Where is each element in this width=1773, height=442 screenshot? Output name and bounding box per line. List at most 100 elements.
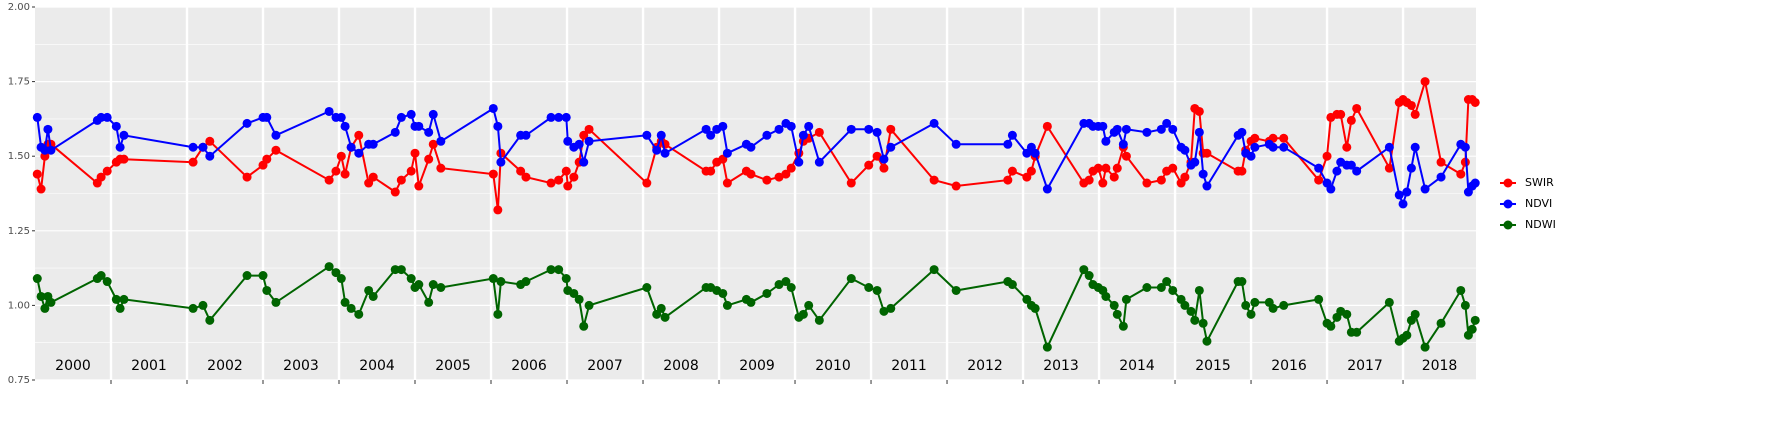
point xyxy=(1326,184,1336,194)
point xyxy=(1121,294,1131,304)
point xyxy=(781,277,791,287)
point xyxy=(584,124,594,134)
point xyxy=(929,118,939,128)
point xyxy=(706,166,716,176)
point xyxy=(340,297,350,307)
point xyxy=(1112,163,1122,173)
point xyxy=(521,130,531,140)
point xyxy=(846,178,856,188)
point xyxy=(814,127,824,137)
point xyxy=(1467,324,1477,334)
point xyxy=(1470,178,1480,188)
point xyxy=(569,288,579,298)
point xyxy=(642,282,652,292)
point xyxy=(424,297,434,307)
point xyxy=(271,145,281,155)
point xyxy=(1190,157,1200,167)
point xyxy=(1384,297,1394,307)
point xyxy=(1186,306,1196,316)
point xyxy=(188,303,198,313)
point xyxy=(488,103,498,113)
point xyxy=(1026,166,1036,176)
point xyxy=(660,148,670,158)
point xyxy=(1342,309,1352,319)
point xyxy=(746,169,756,179)
point xyxy=(115,142,125,152)
point xyxy=(1470,97,1480,107)
point xyxy=(1007,130,1017,140)
point xyxy=(1156,175,1166,185)
point xyxy=(1246,309,1256,319)
point xyxy=(1202,148,1212,158)
point xyxy=(1332,166,1342,176)
point xyxy=(336,151,346,161)
point xyxy=(886,124,896,134)
year-label: 2015 xyxy=(1195,358,1231,374)
point xyxy=(1268,303,1278,313)
point xyxy=(488,274,498,284)
point xyxy=(546,265,556,275)
year-label: 2012 xyxy=(967,358,1003,374)
point xyxy=(660,312,670,322)
point xyxy=(46,145,56,155)
point xyxy=(36,291,46,301)
point xyxy=(119,130,129,140)
point xyxy=(574,139,584,149)
point xyxy=(1007,280,1017,290)
point xyxy=(205,151,215,161)
point xyxy=(424,154,434,164)
point xyxy=(205,315,215,325)
point xyxy=(1121,151,1131,161)
year-label: 2003 xyxy=(283,358,319,374)
point xyxy=(1384,142,1394,152)
point xyxy=(1142,127,1152,137)
point xyxy=(1250,133,1260,143)
point xyxy=(368,291,378,301)
point xyxy=(406,109,416,119)
point xyxy=(102,277,112,287)
point xyxy=(1237,127,1247,137)
point xyxy=(43,124,53,134)
point xyxy=(1322,151,1332,161)
point xyxy=(1042,121,1052,131)
point xyxy=(262,154,272,164)
point xyxy=(493,205,503,215)
point xyxy=(406,166,416,176)
point xyxy=(1118,139,1128,149)
point xyxy=(1336,109,1346,119)
point xyxy=(846,124,856,134)
legend-label: NDWI xyxy=(1525,218,1556,231)
point xyxy=(864,124,874,134)
point xyxy=(561,166,571,176)
point xyxy=(1101,163,1111,173)
point xyxy=(1084,175,1094,185)
point xyxy=(722,178,732,188)
point xyxy=(1410,142,1420,152)
point xyxy=(1406,100,1416,110)
point xyxy=(410,148,420,158)
point xyxy=(546,178,556,188)
year-label: 2014 xyxy=(1119,358,1155,374)
point xyxy=(774,280,784,290)
point xyxy=(929,265,939,275)
point xyxy=(872,127,882,137)
point xyxy=(786,282,796,292)
legend-key xyxy=(1503,220,1513,230)
point xyxy=(656,130,666,140)
point xyxy=(814,157,824,167)
point xyxy=(1180,145,1190,155)
point xyxy=(488,169,498,179)
point xyxy=(428,280,438,290)
point xyxy=(521,277,531,287)
point xyxy=(436,163,446,173)
point xyxy=(1436,172,1446,182)
point xyxy=(781,169,791,179)
point xyxy=(96,172,106,182)
point xyxy=(1112,124,1122,134)
point xyxy=(1314,294,1324,304)
point xyxy=(436,282,446,292)
point xyxy=(951,181,961,191)
point xyxy=(1250,297,1260,307)
point xyxy=(1098,121,1108,131)
y-tick-label: 1.25 xyxy=(8,226,30,237)
